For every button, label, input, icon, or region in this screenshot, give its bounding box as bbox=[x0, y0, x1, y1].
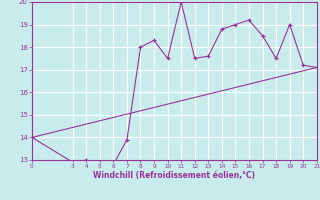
X-axis label: Windchill (Refroidissement éolien,°C): Windchill (Refroidissement éolien,°C) bbox=[93, 171, 255, 180]
